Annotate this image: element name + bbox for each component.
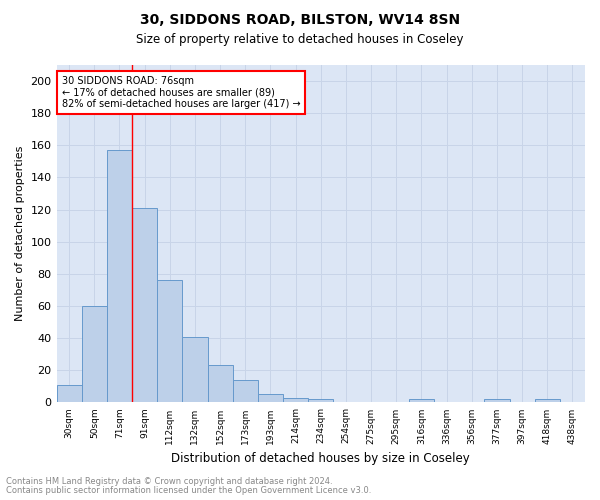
Bar	[283, 398, 308, 402]
Text: 30 SIDDONS ROAD: 76sqm
← 17% of detached houses are smaller (89)
82% of semi-det: 30 SIDDONS ROAD: 76sqm ← 17% of detached…	[62, 76, 300, 110]
Bar	[82, 306, 107, 402]
Text: Size of property relative to detached houses in Coseley: Size of property relative to detached ho…	[136, 32, 464, 46]
Bar	[182, 336, 208, 402]
Bar	[157, 280, 182, 402]
Bar	[233, 380, 258, 402]
Bar	[107, 150, 132, 403]
Bar	[132, 208, 157, 402]
Text: Contains public sector information licensed under the Open Government Licence v3: Contains public sector information licen…	[6, 486, 371, 495]
Bar	[535, 399, 560, 402]
Y-axis label: Number of detached properties: Number of detached properties	[15, 146, 25, 322]
Bar	[258, 394, 283, 402]
Bar	[208, 366, 233, 403]
Bar	[409, 399, 434, 402]
Bar	[56, 385, 82, 402]
Bar	[308, 399, 334, 402]
Text: 30, SIDDONS ROAD, BILSTON, WV14 8SN: 30, SIDDONS ROAD, BILSTON, WV14 8SN	[140, 12, 460, 26]
X-axis label: Distribution of detached houses by size in Coseley: Distribution of detached houses by size …	[172, 452, 470, 465]
Bar	[484, 399, 509, 402]
Text: Contains HM Land Registry data © Crown copyright and database right 2024.: Contains HM Land Registry data © Crown c…	[6, 477, 332, 486]
